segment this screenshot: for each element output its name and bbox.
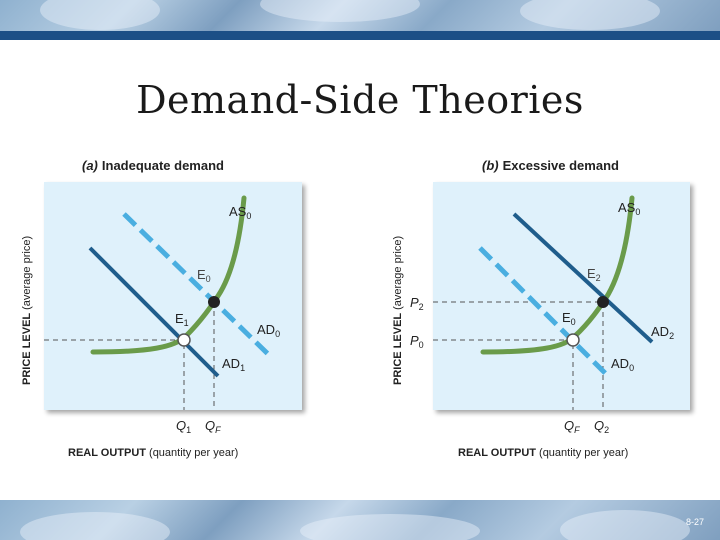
panel-b-ad0-curve xyxy=(478,246,610,378)
panel-b-e2-label: E2 xyxy=(587,266,601,283)
panel-a-as-curve xyxy=(90,195,247,355)
panel-a-heading: (a) Inadequate demand xyxy=(82,158,224,173)
panel-b-plot-area xyxy=(433,182,690,410)
panel-a: (a) Inadequate demand PRICE LEVEL(average… xyxy=(21,158,302,459)
top-decorative-band xyxy=(0,0,720,32)
panel-a-x-tick-q1: Q1 xyxy=(176,418,191,435)
panel-b-point-e2 xyxy=(597,296,609,308)
panel-b: (b) Excessive demand PRICE LEVEL(average … xyxy=(392,158,690,459)
panel-b-x-tick-qf: QF xyxy=(564,418,580,435)
panel-b-ad2-curve xyxy=(512,212,654,344)
panel-a-point-e1 xyxy=(177,333,191,347)
panel-b-as-curve xyxy=(480,195,635,355)
panel-a-e0-label: E0 xyxy=(197,267,211,284)
panel-b-e0-label: E0 xyxy=(562,310,576,327)
panel-a-plot-area xyxy=(44,182,302,410)
panel-a-ad0-curve xyxy=(122,212,270,356)
panel-a-x-axis-label: REAL OUTPUT (quantity per year) xyxy=(68,447,238,459)
panel-a-point-e0 xyxy=(208,296,220,308)
panel-a-ad1-curve xyxy=(88,246,220,378)
panel-a-x-tick-qf: QF xyxy=(205,418,221,435)
panel-b-ad0-label: AD0 xyxy=(611,356,634,373)
panel-b-x-axis-label: REAL OUTPUT (quantity per year) xyxy=(458,447,628,459)
slide-title: Demand-Side Theories xyxy=(136,78,584,122)
panel-b-x-tick-q2: Q2 xyxy=(594,418,609,435)
panel-b-heading: (b) Excessive demand xyxy=(482,158,619,173)
panel-b-y-tick-p0: P0 xyxy=(410,333,424,350)
panel-a-as-label: AS0 xyxy=(229,204,251,221)
panel-b-as-label: AS0 xyxy=(618,200,640,217)
bottom-decorative-band xyxy=(0,500,720,540)
panel-a-ad1-label: AD1 xyxy=(222,356,245,373)
panel-a-e1-label: E1 xyxy=(175,311,189,328)
diagram-canvas: (a) Inadequate demand PRICE LEVEL(average… xyxy=(21,158,690,459)
panel-b-point-e0 xyxy=(566,333,580,347)
panel-a-y-axis-label: PRICE LEVEL(average price) xyxy=(21,236,33,385)
panel-b-e2-guide xyxy=(433,301,604,410)
page-number: 8-27 xyxy=(685,517,704,527)
panel-b-y-axis-label: PRICE LEVEL(average price) xyxy=(392,236,404,385)
panel-a-ad0-label: AD0 xyxy=(257,322,280,339)
panel-b-ad2-label: AD2 xyxy=(651,324,674,341)
top-rule xyxy=(0,31,720,40)
panel-b-y-tick-p2: P2 xyxy=(410,295,424,312)
